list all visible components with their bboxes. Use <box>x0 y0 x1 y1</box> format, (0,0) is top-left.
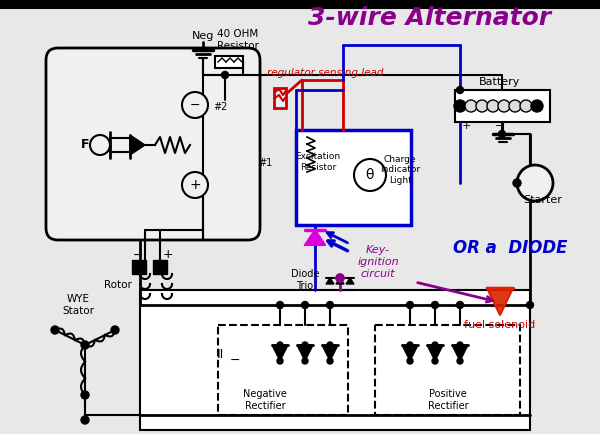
Polygon shape <box>130 135 145 155</box>
Circle shape <box>457 86 464 93</box>
Text: Diode
Trio: Diode Trio <box>291 269 319 291</box>
Bar <box>375 325 520 415</box>
Circle shape <box>277 358 283 364</box>
Circle shape <box>336 274 344 282</box>
Circle shape <box>517 165 553 201</box>
Text: −: − <box>190 99 200 112</box>
Text: F: F <box>81 138 89 151</box>
Text: +: + <box>461 121 470 131</box>
Text: +: + <box>189 178 201 192</box>
Text: Rotor: Rotor <box>104 280 132 290</box>
Text: 40 OHM
Resistor: 40 OHM Resistor <box>217 29 259 51</box>
Bar <box>215 56 243 68</box>
Circle shape <box>336 274 344 282</box>
Circle shape <box>81 341 89 349</box>
Circle shape <box>498 100 510 112</box>
Circle shape <box>457 358 463 364</box>
Text: −: − <box>133 249 143 262</box>
Bar <box>153 260 167 274</box>
Text: II: II <box>217 349 224 362</box>
Text: Positive
Rectifier: Positive Rectifier <box>428 389 469 411</box>
Circle shape <box>302 342 308 348</box>
Text: Battery: Battery <box>479 77 521 87</box>
Circle shape <box>407 342 413 348</box>
Circle shape <box>326 302 334 309</box>
Circle shape <box>182 172 208 198</box>
Circle shape <box>465 100 477 112</box>
Circle shape <box>302 302 308 309</box>
Polygon shape <box>272 345 288 361</box>
Text: θ: θ <box>366 168 374 182</box>
Text: regulator sensing lead: regulator sensing lead <box>267 68 383 78</box>
Bar <box>140 290 530 430</box>
Text: WYE
Stator: WYE Stator <box>62 294 94 316</box>
Bar <box>296 130 411 225</box>
Circle shape <box>407 358 413 364</box>
Polygon shape <box>322 345 338 361</box>
Text: Starter: Starter <box>524 195 562 205</box>
Circle shape <box>454 100 466 112</box>
Circle shape <box>221 72 229 79</box>
Bar <box>0 0 600 8</box>
Text: Neg: Neg <box>192 31 214 41</box>
Circle shape <box>111 326 119 334</box>
FancyBboxPatch shape <box>46 48 260 240</box>
Polygon shape <box>305 230 325 245</box>
Circle shape <box>51 326 59 334</box>
Text: −: − <box>496 121 505 131</box>
Circle shape <box>527 302 533 309</box>
Text: 3-wire Alternator: 3-wire Alternator <box>308 6 551 30</box>
Polygon shape <box>346 278 354 284</box>
Text: OR a  DIODE: OR a DIODE <box>453 239 567 257</box>
Polygon shape <box>297 345 313 361</box>
Circle shape <box>182 92 208 118</box>
Circle shape <box>432 342 438 348</box>
Bar <box>274 88 286 108</box>
Circle shape <box>302 358 308 364</box>
Circle shape <box>513 179 521 187</box>
Circle shape <box>520 100 532 112</box>
Polygon shape <box>326 278 334 284</box>
Text: +: + <box>163 249 173 262</box>
Circle shape <box>354 159 386 191</box>
Circle shape <box>499 131 505 138</box>
Polygon shape <box>336 278 344 284</box>
Circle shape <box>407 302 413 309</box>
Text: Negative
Rectifier: Negative Rectifier <box>243 389 287 411</box>
Circle shape <box>431 302 439 309</box>
Circle shape <box>531 100 543 112</box>
Circle shape <box>487 100 499 112</box>
Circle shape <box>81 391 89 399</box>
Circle shape <box>327 358 333 364</box>
Polygon shape <box>452 345 468 361</box>
Polygon shape <box>487 288 513 315</box>
Circle shape <box>509 100 521 112</box>
Circle shape <box>457 342 463 348</box>
Bar <box>455 90 550 122</box>
Text: fuel solenoid: fuel solenoid <box>464 320 536 330</box>
Text: Charge
Indicator
Light: Charge Indicator Light <box>380 155 420 185</box>
Circle shape <box>90 135 110 155</box>
Text: #2: #2 <box>213 102 227 112</box>
Circle shape <box>277 302 284 309</box>
Text: −: − <box>230 354 240 366</box>
Text: #1: #1 <box>258 158 272 168</box>
Polygon shape <box>427 345 443 361</box>
Polygon shape <box>402 345 418 361</box>
Text: Excitation
Resistor: Excitation Resistor <box>295 152 341 172</box>
Circle shape <box>81 416 89 424</box>
Circle shape <box>277 342 283 348</box>
Circle shape <box>476 100 488 112</box>
Text: Key-
ignition
circuit: Key- ignition circuit <box>357 245 399 279</box>
Circle shape <box>457 302 464 309</box>
Bar <box>218 325 348 415</box>
Circle shape <box>432 358 438 364</box>
Circle shape <box>327 342 333 348</box>
Bar <box>132 260 146 274</box>
